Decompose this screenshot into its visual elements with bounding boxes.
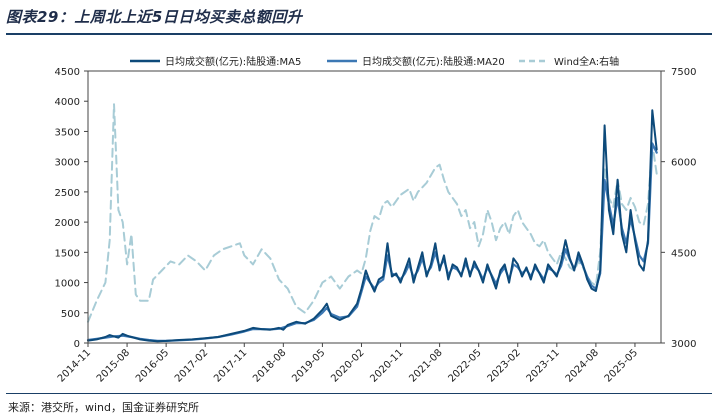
x-tick-label: 2024-08 [564,347,601,384]
x-tick-label: 2018-08 [251,347,288,384]
chart-series-group [86,103,658,343]
x-tick-label: 2017-02 [173,347,210,384]
x-tick-label: 2014-11 [56,347,93,384]
x-tick-label: 2015-08 [95,347,132,384]
legend-item-ma20-label: 日均成交额(亿元):陆股通:MA20 [362,55,505,68]
y-left-tick-label: 500 [61,309,80,320]
source-note: 来源：港交所，wind，国金证券研究所 [8,401,200,414]
x-tick-label: 2023-02 [486,347,523,384]
y-left-tick-label: 2500 [55,188,80,199]
x-tick-label: 2020-02 [329,347,366,384]
series-line-ma20 [86,142,658,342]
footer-divider [6,393,712,394]
x-tick-label: 2025-05 [603,347,640,384]
chart-title: 图表29：上周北上近5日日均买卖总额回升 [6,8,303,26]
x-tick-label: 2016-05 [134,347,171,384]
x-tick-label: 2020-11 [368,347,405,384]
chart-axes: 0 500 1000 1500 2000 2500 3000 3500 4000 4500 3000… [55,67,697,385]
y-right-tick-label: 4500 [671,248,696,259]
y-left-tick-label: 4500 [55,67,80,78]
y-left-tick-label: 1500 [55,248,80,259]
title-divider [6,33,712,35]
x-tick-label: 2022-05 [446,347,483,384]
legend-item-wind-all-a-label: Wind全A:右轴 [554,55,619,68]
y-left-tick-label: 3000 [55,158,80,169]
chart-canvas: 日均成交额(亿元):陆股通:MA5 日均成交额(亿元):陆股通:MA20 Wind全… [55,55,697,385]
x-tick-label: 2019-05 [290,347,327,384]
y-left-tick-label: 1000 [55,279,80,290]
series-line-ma5 [87,109,658,343]
y-left-tick-label: 2000 [55,218,80,229]
y-right-tick-label: 6000 [671,158,696,169]
y-right-tick-label: 7500 [671,67,696,78]
chart-legend: 日均成交额(亿元):陆股通:MA5 日均成交额(亿元):陆股通:MA20 Wind全… [130,55,619,68]
x-tick-label: 2017-11 [212,347,249,384]
x-tick-label: 2023-11 [525,347,562,384]
y-left-tick-label: 0 [74,339,80,350]
y-left-tick-label: 3500 [55,127,80,138]
y-left-tick-label: 4000 [55,97,80,108]
x-tick-label: 2021-08 [407,347,444,384]
legend-item-ma5-label: 日均成交额(亿元):陆股通:MA5 [165,55,301,68]
plot-frame [87,70,662,344]
y-right-tick-label: 3000 [671,339,696,350]
